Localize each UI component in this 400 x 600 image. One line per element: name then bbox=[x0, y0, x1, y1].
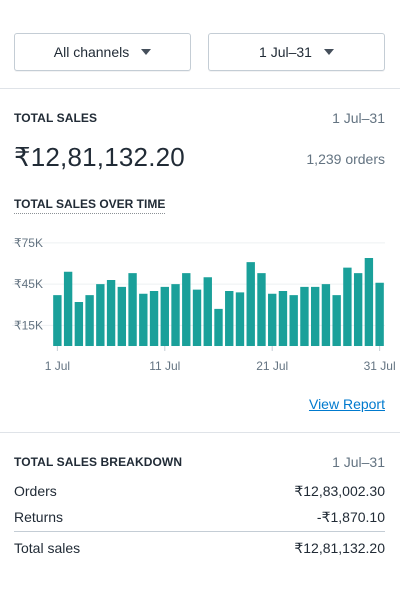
date-range-label: 1 Jul–31 bbox=[259, 44, 312, 60]
chart-bar[interactable] bbox=[192, 289, 202, 346]
chart-y-ticks: ₹15K ₹45K ₹75K bbox=[14, 236, 43, 333]
chart-bar[interactable] bbox=[214, 308, 223, 347]
caret-down-icon bbox=[141, 49, 152, 55]
chart-bar[interactable] bbox=[375, 282, 384, 346]
breakdown-total-label: Total sales bbox=[14, 540, 81, 556]
chart-bar[interactable] bbox=[160, 286, 169, 347]
breakdown-row-orders: Orders ₹12,83,002.30 bbox=[14, 483, 385, 503]
chart-bar[interactable] bbox=[203, 277, 212, 346]
sales-over-time-title[interactable]: TOTAL SALES OVER TIME bbox=[14, 197, 166, 214]
chart-bar[interactable] bbox=[343, 267, 352, 347]
y-tick-label: ₹15K bbox=[14, 318, 43, 332]
section-divider bbox=[0, 88, 400, 89]
chart-bar[interactable] bbox=[268, 293, 277, 346]
chart-bar[interactable] bbox=[246, 262, 255, 347]
breakdown-date-range: 1 Jul–31 bbox=[332, 454, 385, 470]
chart-bar[interactable] bbox=[128, 273, 137, 347]
breakdown-row-label: Orders bbox=[14, 483, 57, 499]
chart-bar[interactable] bbox=[225, 291, 234, 346]
chart-bar[interactable] bbox=[321, 284, 331, 347]
chart-bar[interactable] bbox=[53, 295, 62, 347]
chart-bar[interactable] bbox=[96, 284, 105, 347]
x-tick-label: 21 Jul bbox=[256, 359, 288, 373]
x-tick-label: 1 Jul bbox=[45, 359, 70, 373]
filter-bar: All channels 1 Jul–31 bbox=[0, 0, 400, 88]
total-sales-date-range: 1 Jul–31 bbox=[332, 110, 385, 126]
chart-bar[interactable] bbox=[353, 273, 363, 347]
chart-bar[interactable] bbox=[364, 258, 374, 346]
chart-bar[interactable] bbox=[139, 293, 148, 346]
breakdown-row-value: -₹1,870.10 bbox=[316, 509, 385, 525]
chart-bar[interactable] bbox=[74, 302, 84, 346]
chart-bar[interactable] bbox=[332, 295, 341, 347]
breakdown-total-value: ₹12,81,132.20 bbox=[294, 540, 385, 556]
total-sales-value: ₹12,81,132.20 bbox=[14, 142, 185, 172]
chart-bar[interactable] bbox=[257, 273, 266, 347]
total-sales-title: TOTAL SALES bbox=[14, 111, 98, 125]
sales-over-time-chart: ₹15K ₹45K ₹75K 1 Jul 11 Jul 21 Jul 31 Jul bbox=[12, 236, 396, 373]
section-divider bbox=[0, 432, 400, 433]
chart-bar[interactable] bbox=[278, 291, 288, 346]
chart-bar[interactable] bbox=[235, 292, 245, 347]
y-tick-label: ₹75K bbox=[14, 236, 43, 250]
y-tick-label: ₹45K bbox=[14, 277, 43, 291]
date-range-button[interactable]: 1 Jul–31 bbox=[208, 33, 385, 71]
orders-count: 1,239 orders bbox=[306, 151, 385, 167]
channel-select-label: All channels bbox=[53, 44, 130, 60]
chart-bar[interactable] bbox=[182, 273, 191, 347]
breakdown-row-total: Total sales ₹12,81,132.20 bbox=[14, 540, 385, 560]
chart-bars bbox=[53, 258, 384, 347]
chart-bar[interactable] bbox=[117, 286, 127, 347]
chart-bar[interactable] bbox=[149, 291, 159, 346]
channel-select-button[interactable]: All channels bbox=[14, 33, 191, 71]
view-report-link[interactable]: View Report bbox=[308, 396, 385, 412]
chart-bar[interactable] bbox=[63, 271, 73, 346]
breakdown-row-label: Returns bbox=[14, 509, 64, 525]
breakdown-title: TOTAL SALES BREAKDOWN bbox=[14, 455, 183, 469]
chart-bar[interactable] bbox=[85, 295, 94, 347]
chart-bar[interactable] bbox=[106, 280, 116, 346]
caret-down-icon bbox=[323, 49, 334, 55]
chart-bar[interactable] bbox=[171, 284, 180, 347]
breakdown-row-returns: Returns -₹1,870.10 bbox=[14, 509, 385, 529]
chart-x-ticks: 1 Jul 11 Jul 21 Jul 31 Jul bbox=[45, 346, 396, 373]
chart-bar[interactable] bbox=[310, 286, 320, 347]
breakdown-row-value: ₹12,83,002.30 bbox=[294, 483, 385, 499]
chart-bar[interactable] bbox=[289, 295, 298, 347]
x-tick-label: 31 Jul bbox=[364, 359, 396, 373]
x-tick-label: 11 Jul bbox=[149, 359, 180, 373]
breakdown-total-separator bbox=[14, 531, 385, 532]
chart-bar[interactable] bbox=[300, 286, 309, 347]
